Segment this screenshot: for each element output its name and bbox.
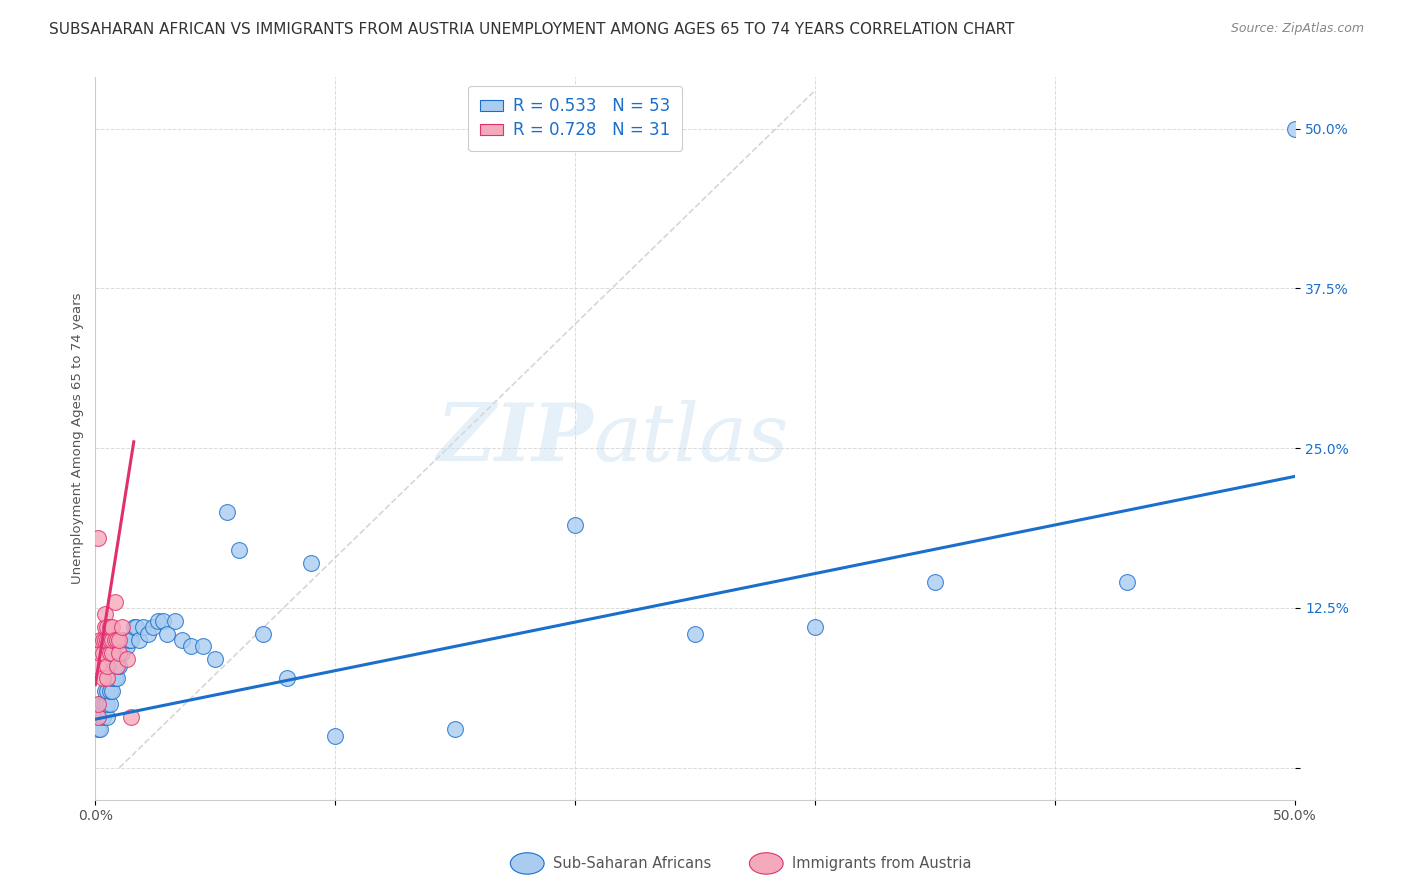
Point [87, 709, 110, 723]
Point [101, 684, 124, 698]
Point [1116, 575, 1139, 590]
Y-axis label: Unemployment Among Ages 65 to 74 years: Unemployment Among Ages 65 to 74 years [72, 293, 84, 584]
Point [96, 697, 118, 711]
Point [98, 697, 121, 711]
Point [152, 614, 174, 628]
Point [94, 697, 117, 711]
Point [94, 620, 117, 634]
Point [91, 671, 114, 685]
Text: atlas: atlas [593, 400, 789, 477]
Point [91, 646, 114, 660]
Point [105, 632, 128, 647]
Point [115, 652, 138, 666]
Point [101, 646, 124, 660]
Point [98, 684, 121, 698]
Point [94, 632, 117, 647]
Text: SUBSAHARAN AFRICAN VS IMMIGRANTS FROM AUSTRIA UNEMPLOYMENT AMONG AGES 65 TO 74 Y: SUBSAHARAN AFRICAN VS IMMIGRANTS FROM AU… [49, 22, 1015, 37]
Point [564, 517, 586, 532]
Point [120, 709, 142, 723]
Point [128, 632, 150, 647]
Point [108, 646, 131, 660]
Point [193, 640, 215, 654]
Point [115, 640, 138, 654]
Text: ZIP: ZIP [436, 400, 593, 477]
Point [98, 620, 121, 634]
Point [87, 531, 110, 545]
Point [136, 626, 159, 640]
Point [108, 658, 131, 673]
Point [170, 632, 193, 647]
Point [96, 709, 118, 723]
Point [105, 671, 128, 685]
Point [111, 646, 134, 660]
Point [96, 684, 118, 698]
Point [89, 697, 111, 711]
Legend: R = 0.533   N = 53, R = 0.728   N = 31: R = 0.533 N = 53, R = 0.728 N = 31 [468, 86, 682, 151]
Point [146, 614, 169, 628]
Point [132, 620, 155, 634]
Point [87, 658, 110, 673]
Point [98, 632, 121, 647]
Point [96, 658, 118, 673]
Point [89, 723, 111, 737]
Text: Sub-Saharan Africans: Sub-Saharan Africans [553, 856, 711, 871]
Point [96, 671, 118, 685]
Point [91, 697, 114, 711]
Point [120, 632, 142, 647]
Point [804, 620, 827, 634]
Point [87, 709, 110, 723]
Point [101, 620, 124, 634]
Point [125, 620, 148, 634]
Point [105, 658, 128, 673]
Point [276, 671, 298, 685]
Point [108, 632, 131, 647]
Point [1284, 121, 1306, 136]
Point [122, 620, 145, 634]
Point [156, 626, 179, 640]
Text: Immigrants from Austria: Immigrants from Austria [792, 856, 972, 871]
Point [105, 658, 128, 673]
Point [103, 658, 125, 673]
Point [101, 671, 124, 685]
Point [180, 640, 202, 654]
Point [96, 632, 118, 647]
Point [112, 632, 135, 647]
Point [163, 614, 186, 628]
Point [108, 646, 131, 660]
Point [685, 626, 707, 640]
Point [103, 671, 125, 685]
Point [217, 505, 239, 519]
Point [94, 684, 117, 698]
Point [91, 709, 114, 723]
Point [89, 646, 111, 660]
Point [87, 697, 110, 711]
Point [98, 646, 121, 660]
Point [111, 620, 134, 634]
Point [228, 543, 250, 558]
Point [118, 632, 141, 647]
Point [924, 575, 946, 590]
Point [299, 556, 322, 570]
Text: Source: ZipAtlas.com: Source: ZipAtlas.com [1230, 22, 1364, 36]
Point [252, 626, 274, 640]
Point [103, 594, 125, 608]
Point [91, 632, 114, 647]
Point [87, 723, 110, 737]
Point [101, 632, 124, 647]
Point [323, 729, 346, 743]
Point [96, 620, 118, 634]
Point [444, 723, 467, 737]
Point [89, 632, 111, 647]
Point [142, 620, 165, 634]
Point [94, 607, 117, 622]
Point [103, 632, 125, 647]
Point [204, 652, 226, 666]
